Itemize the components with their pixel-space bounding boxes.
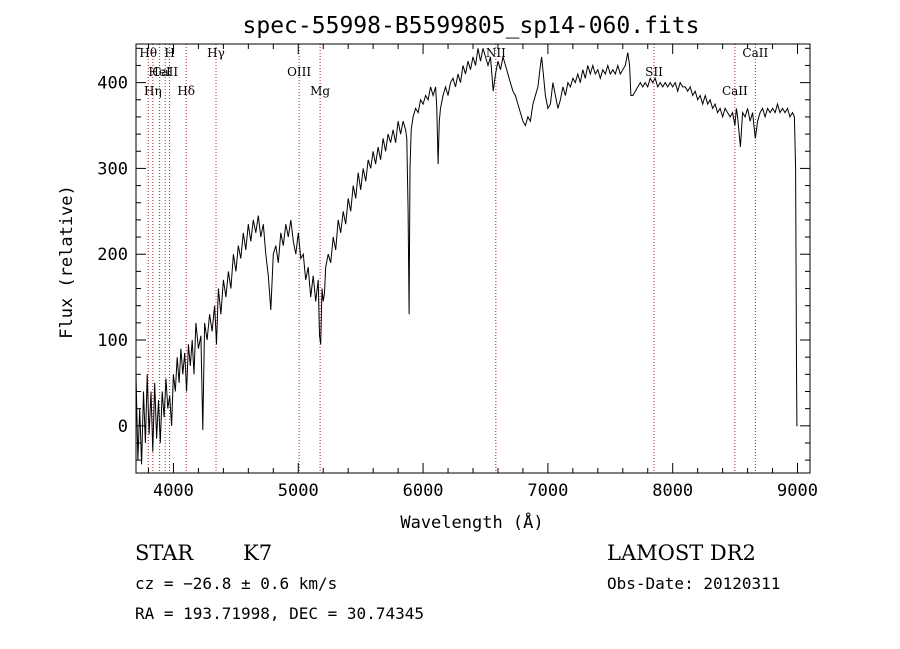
y-tick-label: 100 xyxy=(97,331,128,351)
survey-name: LAMOST DR2 xyxy=(607,541,756,565)
line-marker-label: Mg xyxy=(310,84,330,98)
line-marker-label: NII xyxy=(486,46,506,60)
line-marker-label: OIII xyxy=(287,65,311,79)
coordinates-info: RA = 193.71998, DEC = 30.74345 xyxy=(135,604,424,623)
line-marker-label: SII xyxy=(645,65,663,79)
object-subclass: K7 xyxy=(243,541,272,565)
observation-date: Obs-Date: 20120311 xyxy=(607,574,780,593)
line-marker-label: HeI xyxy=(148,65,171,79)
x-tick-label: 5000 xyxy=(278,481,319,501)
x-tick-label: 9000 xyxy=(777,481,818,501)
y-tick-label: 300 xyxy=(97,159,128,179)
spectrum-line xyxy=(135,48,798,465)
axis-ticks: 4000 5000 6000 7000 8000 9000 0 100 200 300 400 xyxy=(97,44,818,501)
line-marker-label: CaII xyxy=(152,65,178,79)
spectrum-series xyxy=(135,48,798,465)
x-tick-label: 7000 xyxy=(527,481,568,501)
y-axis-title: Flux (relative) xyxy=(57,185,77,339)
y-tick-label: 0 xyxy=(118,417,128,437)
x-tick-label: 6000 xyxy=(403,481,444,501)
x-tick-label: 4000 xyxy=(153,481,194,501)
y-tick-label: 200 xyxy=(97,245,128,265)
plot-frame xyxy=(135,43,811,474)
redshift-info: cz = −26.8 ± 0.6 km/s xyxy=(135,574,337,593)
line-marker-label: Hη xyxy=(144,84,162,98)
object-class: STAR xyxy=(135,541,194,565)
x-axis-title: Wavelength (Å) xyxy=(400,511,543,533)
line-marker-label: CaII xyxy=(742,46,768,60)
chart-title: spec-55998-B5599805_sp14-060.fits xyxy=(243,13,700,39)
line-marker-label: H xyxy=(164,46,174,60)
y-tick-label: 400 xyxy=(97,74,128,94)
line-marker-label: Hγ xyxy=(207,46,225,60)
x-tick-label: 8000 xyxy=(652,481,693,501)
line-marker-label: Hδ xyxy=(177,84,195,98)
line-marker-label: CaII xyxy=(722,84,748,98)
